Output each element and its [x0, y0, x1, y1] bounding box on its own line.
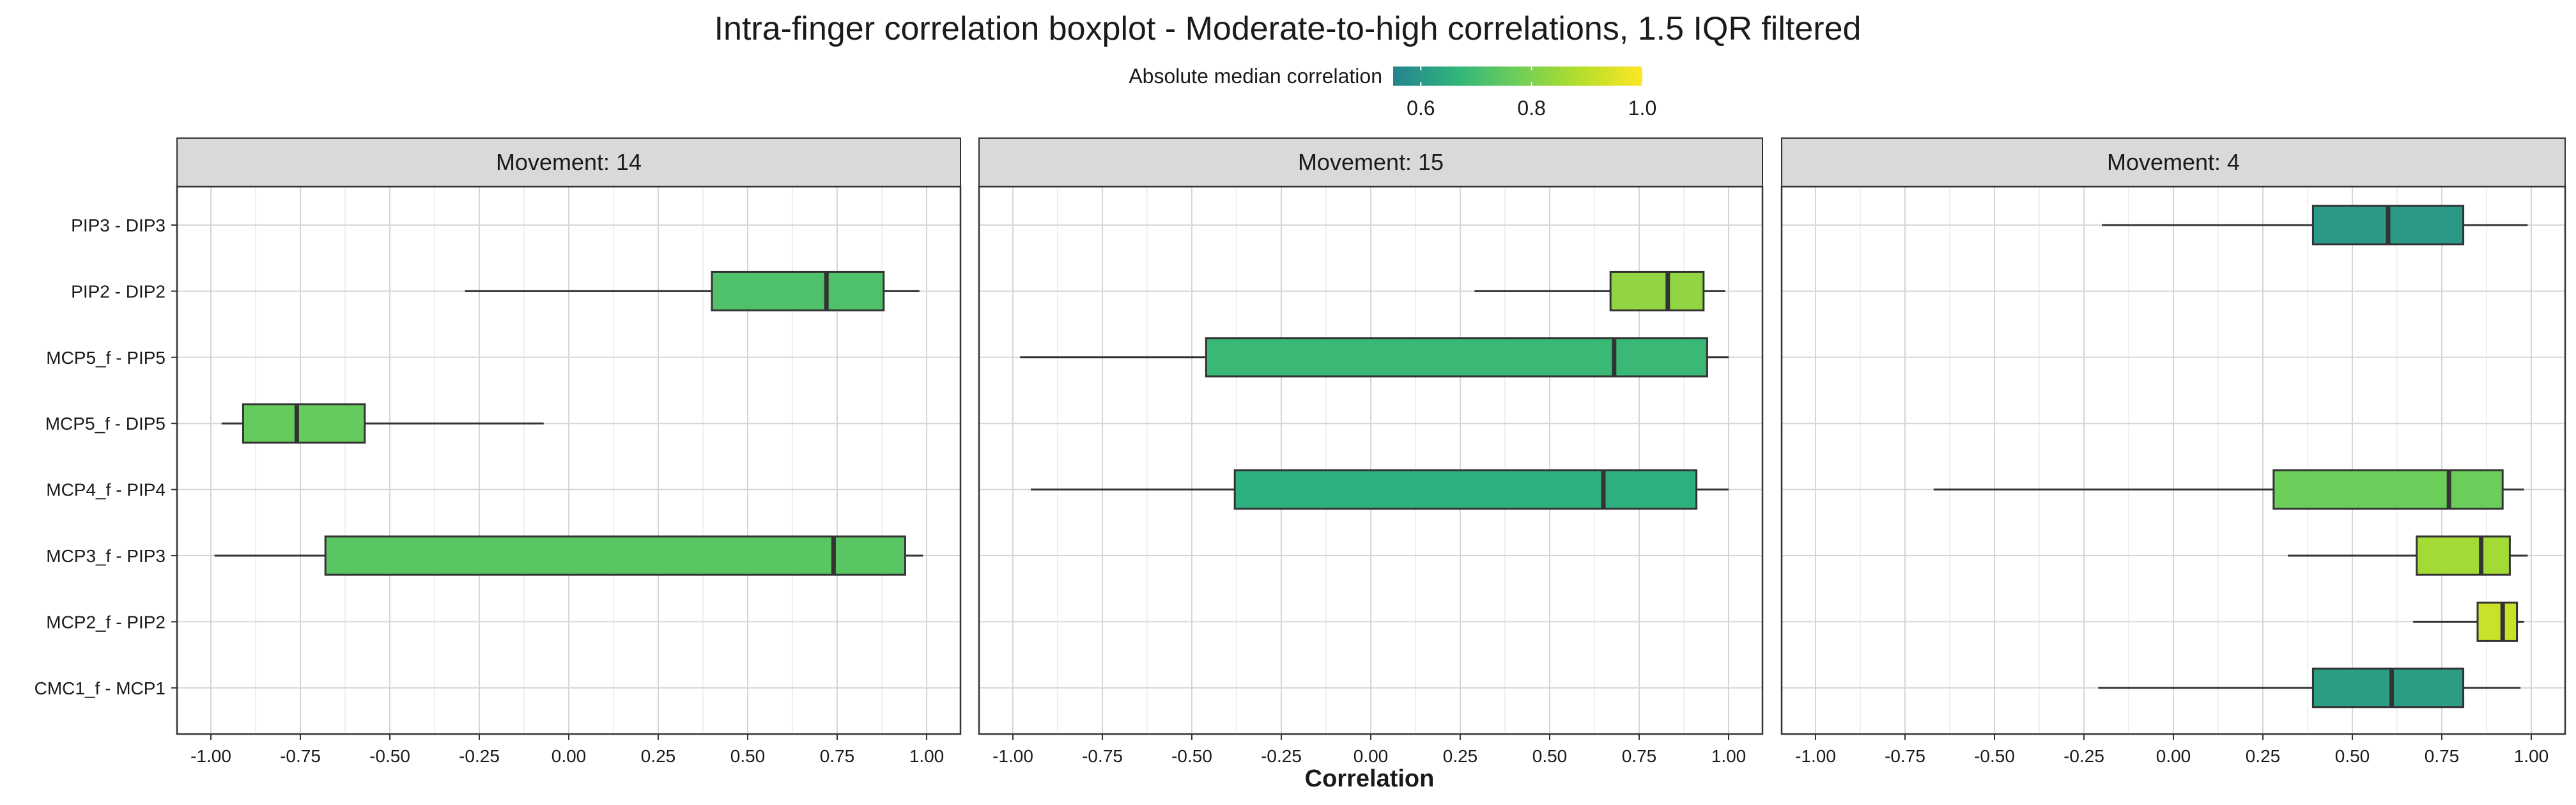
x-tick-label: -0.50 — [369, 746, 410, 766]
x-tick-label: -1.00 — [190, 746, 231, 766]
box-glyph — [2288, 535, 2528, 576]
facet-panel: Movement: 14 -1.00 -0.75 -0.50 -0.25 0.00 0.25… — [35, 137, 962, 766]
box-iqr — [2272, 469, 2504, 510]
x-tick-label: -1.00 — [1795, 746, 1836, 766]
legend-tick-label: 1.0 — [1628, 97, 1656, 120]
x-tick-label: 1.00 — [2514, 746, 2549, 766]
box-glyph — [465, 270, 920, 311]
box-glyph — [2102, 205, 2528, 246]
x-tick-label: 1.00 — [1711, 746, 1747, 766]
box-iqr — [711, 270, 885, 311]
x-tick-label: -0.75 — [1885, 746, 1925, 766]
box-glyph — [2413, 601, 2524, 642]
x-tick-label: -0.25 — [1261, 746, 1302, 766]
x-tick-label: 0.00 — [551, 746, 587, 766]
box-iqr — [1205, 337, 1708, 378]
box-glyph — [2098, 668, 2521, 708]
x-tick-label: -0.25 — [459, 746, 500, 766]
x-tick-label: 0.50 — [730, 746, 766, 766]
box-glyph — [1474, 270, 1725, 311]
x-tick-label: 0.25 — [2246, 746, 2281, 766]
facet-label: Movement: 4 — [2107, 149, 2240, 175]
x-tick-label: -0.75 — [1082, 746, 1123, 766]
facet-label: Movement: 14 — [496, 149, 642, 175]
x-tick-label: -0.75 — [280, 746, 321, 766]
x-tick-label: -0.25 — [2063, 746, 2104, 766]
x-tick-label: 0.75 — [2425, 746, 2460, 766]
x-axis-label: Correlation — [1305, 765, 1435, 792]
y-tick-label: PIP3 - DIP3 — [71, 215, 166, 235]
box-iqr — [242, 403, 366, 444]
y-tick-label: MCP2_f - PIP2 — [46, 612, 166, 632]
box-glyph — [1933, 469, 2524, 510]
y-tick-label: PIP2 - DIP2 — [71, 281, 166, 301]
facet-strip — [978, 137, 1763, 187]
x-tick-label: 0.00 — [2156, 746, 2191, 766]
x-tick-label: 1.00 — [909, 746, 945, 766]
box-iqr — [1609, 270, 1705, 311]
facet-label: Movement: 15 — [1298, 149, 1444, 175]
box-glyph — [214, 535, 923, 576]
y-tick-label: CMC1_f - MCP1 — [35, 678, 166, 698]
y-tick-label: MCP4_f - PIP4 — [46, 480, 166, 500]
legend-title: Absolute median correlation — [1129, 65, 1382, 88]
x-tick-label: 0.50 — [1532, 746, 1568, 766]
x-tick-label: 0.75 — [1622, 746, 1657, 766]
x-tick-label: 0.00 — [1354, 746, 1389, 766]
legend-tick-label: 0.8 — [1517, 97, 1545, 120]
chart-title: Intra-finger correlation boxplot - Moder… — [714, 10, 1862, 47]
legend-colorbar — [1393, 66, 1642, 86]
x-tick-label: 0.50 — [2335, 746, 2370, 766]
box-iqr — [2476, 601, 2518, 642]
x-tick-label: 0.25 — [1443, 746, 1478, 766]
y-tick-label: MCP3_f - PIP3 — [46, 546, 166, 566]
facet-strip — [1781, 137, 2566, 187]
x-tick-label: 0.75 — [820, 746, 855, 766]
color-legend: Absolute median correlation 0.6 0.8 1.0 — [1129, 65, 1656, 120]
y-tick-label: MCP5_f - PIP5 — [46, 348, 166, 368]
legend-tick-label: 0.6 — [1407, 97, 1435, 120]
box-iqr — [2416, 535, 2511, 576]
box-glyph — [1020, 337, 1729, 378]
x-tick-label: -1.00 — [992, 746, 1033, 766]
box-iqr — [2311, 668, 2465, 708]
box-glyph — [1031, 469, 1729, 510]
x-tick-label: 0.25 — [641, 746, 676, 766]
box-iqr — [324, 535, 906, 576]
y-tick-label: MCP5_f - DIP5 — [45, 414, 166, 434]
x-tick-label: -0.50 — [1974, 746, 2015, 766]
facet-panel: Movement: 15 -1.00 -0.75 -0.50 -0.25 0.00 0.25… — [978, 137, 1764, 766]
box-glyph — [221, 403, 544, 444]
box-iqr — [1233, 469, 1698, 510]
facet-panel: Movement: 4 -1.00 -0.75 -0.50 -0.25 0.00 0.25 0… — [1780, 137, 2566, 766]
x-tick-label: -0.50 — [1171, 746, 1212, 766]
